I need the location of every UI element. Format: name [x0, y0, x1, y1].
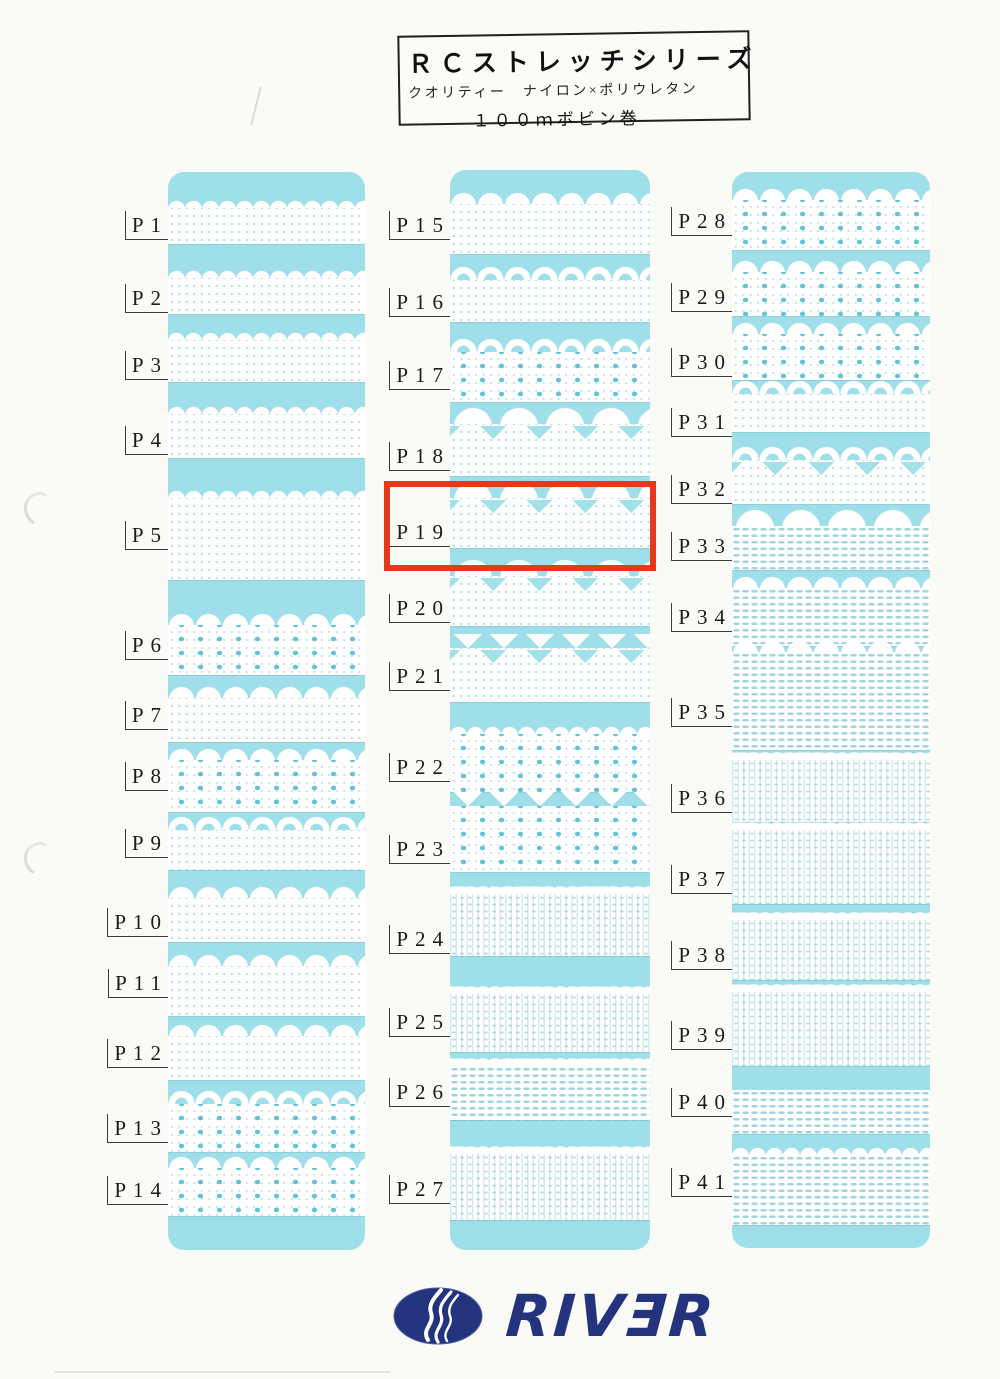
lace-sample-p9 — [168, 817, 365, 871]
sample-label-p32: P32 — [671, 475, 732, 504]
lace-sample-p37 — [732, 816, 930, 905]
lace-sample-p32 — [732, 447, 930, 505]
sample-label-p19: P19 — [389, 518, 450, 547]
lace-sample-p6 — [168, 612, 365, 676]
lace-sample-p4 — [168, 405, 365, 459]
lace-sample-p3 — [168, 331, 365, 383]
sample-label-p21: P21 — [389, 662, 450, 691]
sample-label-p15: P15 — [389, 211, 450, 240]
sample-label-p6: P6 — [124, 631, 168, 660]
lace-sample-p15 — [450, 191, 650, 255]
sample-label-p18: P18 — [389, 442, 450, 471]
sample-label-p35: P35 — [671, 698, 732, 727]
lace-sample-p18 — [450, 406, 650, 477]
lace-sample-p22 — [450, 725, 650, 793]
lace-sample-p35 — [732, 639, 930, 751]
sample-label-p24: P24 — [389, 925, 450, 954]
lace-sample-p29 — [732, 259, 930, 317]
lace-sample-p2 — [168, 269, 365, 315]
lace-sample-p40 — [732, 1090, 930, 1135]
sample-label-p20: P20 — [389, 594, 450, 623]
sample-label-p2: P2 — [124, 284, 168, 313]
sample-label-p28: P28 — [671, 207, 732, 236]
lace-sample-p1 — [168, 199, 365, 245]
sample-label-p17: P17 — [389, 361, 450, 390]
lace-sample-p13 — [168, 1091, 365, 1153]
lace-sample-p33 — [732, 508, 930, 571]
sample-label-p25: P25 — [389, 1008, 450, 1037]
sample-label-p3: P3 — [124, 351, 168, 380]
lace-sample-p10 — [168, 885, 365, 943]
lace-sample-p16 — [450, 267, 650, 323]
lace-sample-p41 — [732, 1146, 930, 1226]
lace-sample-p5 — [168, 489, 365, 581]
sample-label-p39: P39 — [671, 1021, 732, 1050]
sample-label-p1: P1 — [124, 211, 168, 240]
lace-sample-p19 — [450, 480, 650, 549]
punch-hole-mark — [19, 837, 61, 881]
sample-label-p13: P13 — [107, 1114, 168, 1143]
lace-sample-p26 — [450, 1052, 650, 1121]
lace-sample-p36 — [732, 746, 930, 823]
lace-sample-p8 — [168, 747, 365, 813]
lace-sample-p27 — [450, 1140, 650, 1221]
scan-artifact-line — [250, 86, 262, 126]
lace-sample-p38 — [732, 906, 930, 981]
sample-label-p40: P40 — [671, 1088, 732, 1117]
sample-label-p22: P22 — [389, 753, 450, 782]
quality-line: クオリティー ナイロン×ポリウレタン — [408, 82, 699, 102]
lace-sample-p21 — [450, 634, 650, 703]
lace-sample-p7 — [168, 685, 365, 743]
sample-label-p38: P38 — [671, 941, 732, 970]
lace-sample-p25 — [450, 980, 650, 1053]
sample-panel-1 — [168, 172, 365, 1250]
sample-label-p33: P33 — [671, 532, 732, 561]
sample-label-p27: P27 — [389, 1175, 450, 1204]
title-box: ＲＣストレッチシリーズ クオリティー ナイロン×ポリウレタン １００ｍボビン巻 — [397, 30, 759, 131]
sample-panel-3 — [732, 172, 930, 1248]
sample-panel-2 — [450, 170, 650, 1250]
lace-sample-p31 — [732, 381, 930, 433]
sample-label-p30: P30 — [671, 348, 732, 377]
brand-logo-text: RIVƎR — [503, 1282, 719, 1350]
lace-sample-p20 — [450, 558, 650, 627]
sample-label-p41: P41 — [671, 1168, 732, 1197]
river-logo-icon — [393, 1287, 483, 1345]
series-title: ＲＣストレッチシリーズ — [407, 46, 759, 79]
lace-sample-p11 — [168, 953, 365, 1017]
sample-label-p7: P7 — [124, 701, 168, 730]
sample-label-p4: P4 — [124, 426, 168, 455]
sample-label-p34: P34 — [671, 603, 732, 632]
scan-artifact-line — [55, 1371, 390, 1373]
sample-label-p37: P37 — [671, 865, 732, 894]
sample-label-p5: P5 — [124, 521, 168, 550]
lace-sample-p30 — [732, 321, 930, 381]
lace-sample-p14 — [168, 1155, 365, 1217]
sample-label-p14: P14 — [107, 1176, 168, 1205]
lace-sample-p12 — [168, 1023, 365, 1081]
lace-sample-p28 — [732, 187, 930, 251]
lace-sample-p17 — [450, 339, 650, 403]
sample-label-p26: P26 — [389, 1078, 450, 1107]
sample-label-p29: P29 — [671, 283, 732, 312]
lace-sample-p23 — [450, 792, 650, 873]
sample-label-p36: P36 — [671, 784, 732, 813]
sample-label-p16: P16 — [389, 288, 450, 317]
lace-sample-p39 — [732, 978, 930, 1067]
winding-line: １００ｍボビン巻 — [472, 108, 641, 131]
lace-sample-p34 — [732, 575, 930, 647]
brand-logo: RIVƎR — [392, 1281, 719, 1351]
sample-label-p11: P11 — [108, 969, 168, 998]
lace-sample-p24 — [450, 880, 650, 957]
sample-label-p12: P12 — [107, 1039, 168, 1068]
sample-label-p31: P31 — [671, 408, 732, 437]
punch-hole-mark — [19, 487, 61, 531]
sample-label-p9: P9 — [124, 829, 168, 858]
sample-label-p10: P10 — [107, 908, 168, 937]
sample-label-p8: P8 — [124, 762, 168, 791]
sample-label-p23: P23 — [389, 835, 450, 864]
